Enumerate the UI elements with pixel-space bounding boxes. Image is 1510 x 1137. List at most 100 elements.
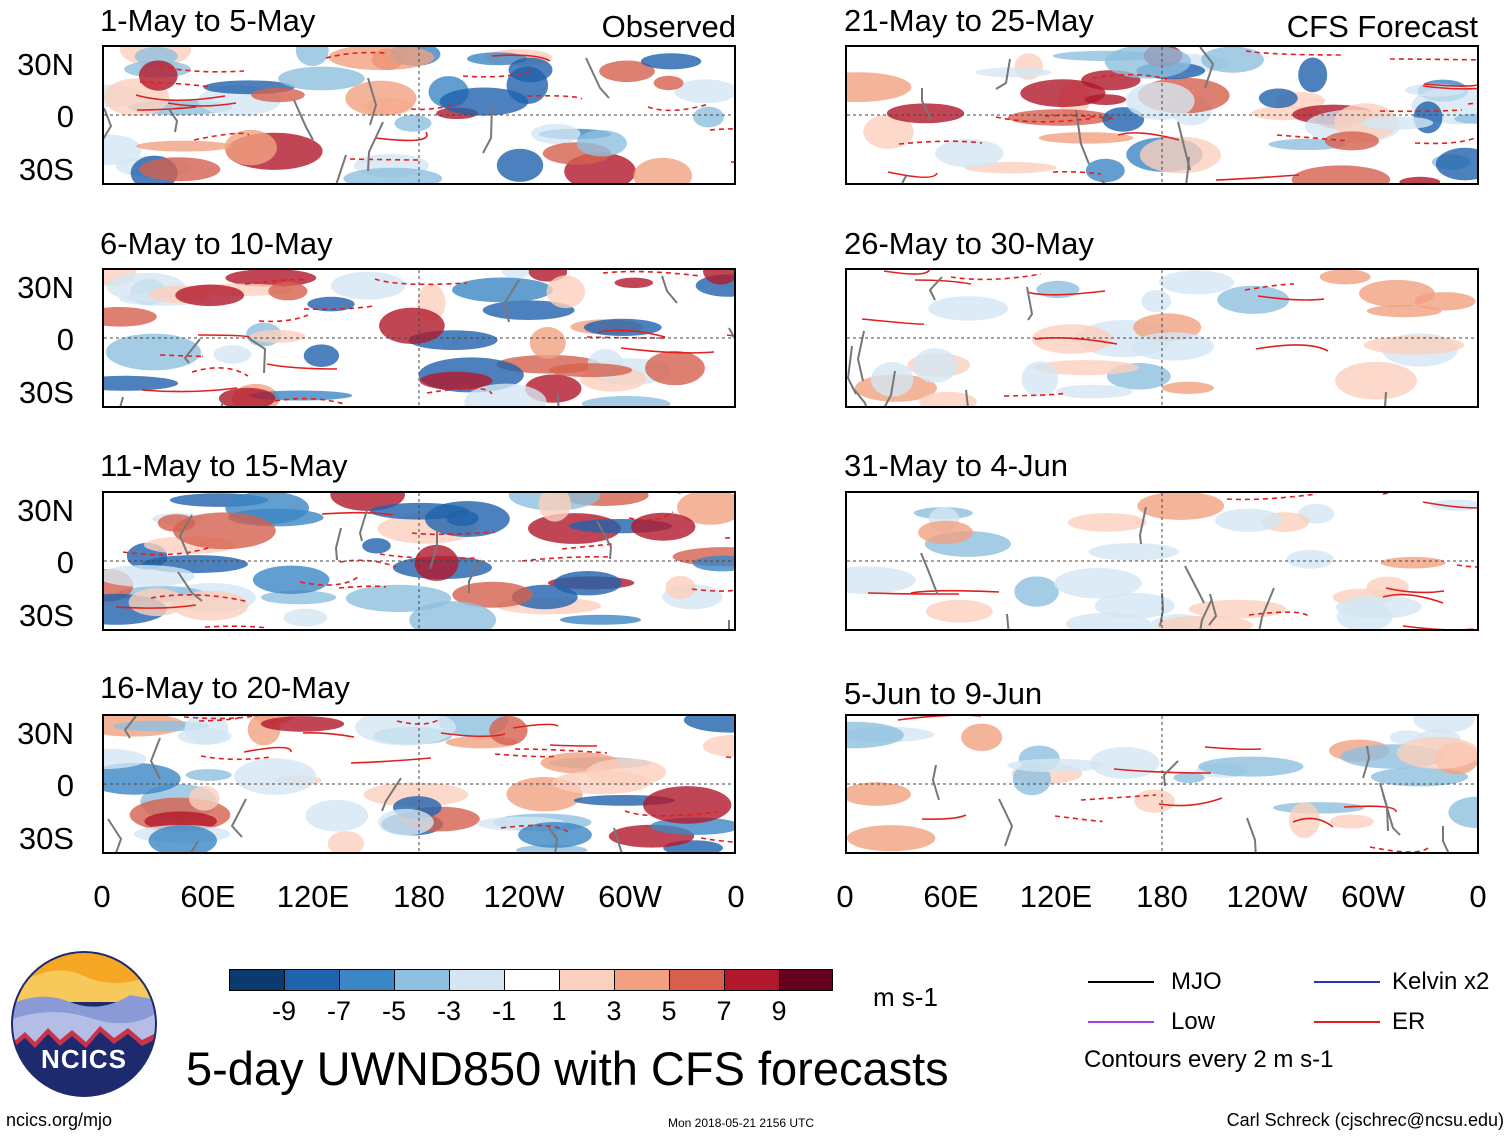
- anomaly-shade: [105, 333, 201, 371]
- legend-label-low: Low: [1171, 1008, 1216, 1035]
- anomaly-shade: [1134, 789, 1175, 813]
- anomaly-shade: [104, 307, 157, 327]
- coastline: [502, 279, 520, 323]
- coastline: [1362, 745, 1371, 779]
- colorbar-swatch: [394, 969, 450, 991]
- coastline: [1159, 592, 1165, 627]
- lat-label: 30N: [17, 270, 74, 305]
- legend-line-mjo: [1088, 981, 1154, 983]
- coastline: [107, 818, 123, 852]
- map-panel: [102, 45, 736, 185]
- lat-label: 0: [56, 545, 74, 580]
- anomaly-shade: [586, 758, 667, 786]
- er-contour: [1215, 174, 1300, 181]
- anomaly-shade: [175, 284, 245, 307]
- anomaly-shade: [1413, 716, 1476, 734]
- anomaly-shade: [1435, 147, 1477, 181]
- anomaly-shade: [693, 555, 734, 572]
- map-field: [847, 270, 1477, 406]
- anomaly-shade: [354, 716, 456, 746]
- anomaly-shade: [1361, 116, 1434, 130]
- anomaly-shade: [185, 769, 232, 781]
- anomaly-shade: [138, 60, 178, 91]
- coastline: [928, 276, 943, 301]
- footer-url: ncics.org/mjo: [6, 1110, 113, 1130]
- lat-label: 30S: [18, 821, 74, 856]
- anomaly-shade: [1201, 47, 1264, 73]
- er-contour: [1414, 137, 1476, 145]
- coastline: [1199, 598, 1213, 629]
- coastline: [429, 529, 438, 570]
- anomaly-shade: [847, 566, 916, 594]
- er-contour: [1292, 817, 1334, 828]
- er-contour: [440, 732, 506, 738]
- map-field: [104, 493, 734, 629]
- anomaly-shade: [1088, 543, 1179, 561]
- anomaly-shade: [1335, 361, 1417, 400]
- er-contour: [561, 543, 614, 550]
- lon-label: 0: [1469, 879, 1487, 914]
- anomaly-shade: [394, 114, 432, 132]
- er-contour: [1244, 283, 1295, 291]
- legend-label-kelvin: Kelvin x2: [1392, 968, 1490, 995]
- er-contour: [1382, 493, 1394, 495]
- coastline: [901, 175, 907, 183]
- anomaly-shade: [1404, 83, 1465, 97]
- anomaly-shade: [379, 307, 445, 344]
- anomaly-shade: [252, 565, 330, 594]
- anomaly-shade: [234, 758, 317, 795]
- anomaly-shade: [1020, 79, 1106, 108]
- anomaly-shade: [345, 584, 452, 612]
- er-contour: [1389, 58, 1477, 61]
- lat-label: 30N: [17, 47, 74, 82]
- er-contour: [1026, 290, 1106, 296]
- er-contour: [258, 314, 309, 323]
- coastline: [965, 389, 969, 406]
- er-contour: [183, 716, 259, 720]
- legend-label-mjo: MJO: [1171, 968, 1222, 995]
- colorbar-swatch: [779, 969, 833, 991]
- legend-line-er: [1314, 1021, 1380, 1023]
- map-field: [847, 716, 1477, 852]
- legend-label-er: ER: [1392, 1008, 1426, 1035]
- er-contour: [867, 592, 960, 595]
- lon-label: 60E: [923, 879, 979, 914]
- coastline: [995, 58, 1011, 90]
- er-contour: [303, 305, 374, 310]
- er-contour: [1226, 493, 1318, 501]
- anomaly-shade: [1414, 292, 1476, 311]
- coastline: [847, 345, 857, 395]
- anomaly-shade: [847, 72, 912, 102]
- er-contour: [1003, 392, 1066, 397]
- coastline: [998, 798, 1014, 847]
- anomaly-shade: [139, 157, 221, 182]
- anomaly-shade: [251, 87, 305, 103]
- anomaly-shade: [683, 716, 734, 733]
- legend-contour-note: Contours every 2 m s-1: [1084, 1046, 1334, 1073]
- er-contour: [1054, 815, 1103, 823]
- anomaly-shade: [303, 344, 340, 367]
- er-contour: [150, 594, 250, 603]
- colorbar-units: m s-1: [873, 982, 938, 1012]
- anomaly-shade: [1215, 508, 1283, 532]
- er-contour: [628, 511, 674, 521]
- coastline: [468, 559, 482, 593]
- anomaly-shade: [925, 599, 993, 623]
- anomaly-shade: [653, 75, 684, 91]
- er-contour: [898, 140, 983, 145]
- coastline: [1138, 506, 1147, 545]
- coastline: [557, 393, 560, 406]
- anomaly-shade: [975, 67, 1052, 78]
- anomaly-shade: [1067, 513, 1147, 532]
- colorbar-swatch: [669, 969, 725, 991]
- er-contour: [243, 746, 292, 753]
- er-contour: [410, 103, 458, 111]
- map-field: [847, 493, 1477, 629]
- legend-line-low: [1088, 1021, 1154, 1023]
- er-contour: [159, 354, 205, 358]
- lon-label: 0: [93, 879, 111, 914]
- colorbar-label: -3: [436, 996, 461, 1026]
- er-contour: [302, 732, 355, 738]
- er-contour: [1369, 846, 1430, 852]
- anomaly-shade: [538, 493, 572, 522]
